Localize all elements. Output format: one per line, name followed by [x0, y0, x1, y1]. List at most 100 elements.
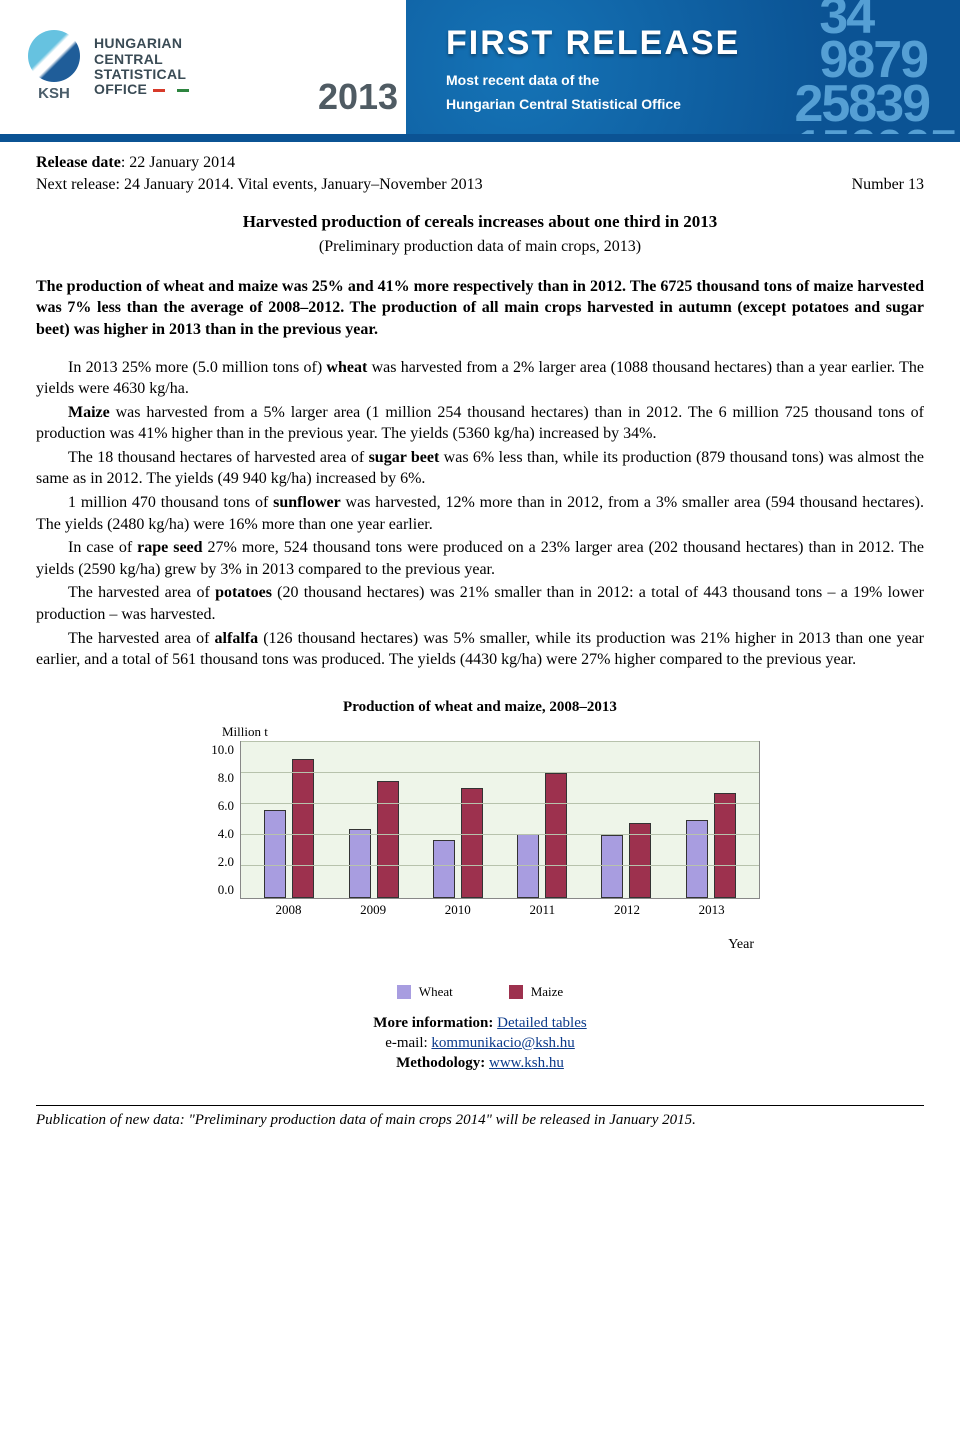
y-tick: 2.0	[200, 853, 234, 871]
p4-bold: sunflower	[273, 494, 341, 511]
email-row: e-mail: kommunikacio@ksh.hu	[36, 1033, 924, 1053]
y-tick: 6.0	[200, 797, 234, 815]
p3-bold: sugar beet	[369, 449, 440, 466]
y-tick: 0.0	[200, 881, 234, 899]
para-alfalfa: The harvested area of alfalfa (126 thous…	[36, 628, 924, 671]
chart-title: Production of wheat and maize, 2008–2013	[200, 697, 760, 717]
bar-group	[508, 742, 577, 898]
x-tick: 2008	[254, 901, 323, 919]
gridline	[241, 741, 759, 742]
para-potatoes: The harvested area of potatoes (20 thous…	[36, 582, 924, 625]
gridline	[241, 865, 759, 866]
chart-legend: Wheat Maize	[200, 979, 760, 1005]
bar-wheat	[349, 829, 371, 898]
bar-maize	[377, 781, 399, 898]
release-date-value: : 22 January 2014	[121, 154, 235, 171]
legend-label: Maize	[531, 983, 563, 1001]
x-tick: 2013	[677, 901, 746, 919]
doc-number: Number 13	[852, 174, 924, 196]
y-tick: 8.0	[200, 769, 234, 787]
bar-group	[676, 742, 745, 898]
content: Release date: 22 January 2014 Next relea…	[0, 142, 960, 1095]
banner-headline: FIRST RELEASE	[446, 21, 740, 67]
x-tick: 2010	[423, 901, 492, 919]
chart-year-label: Year	[200, 936, 760, 955]
bar-group	[339, 742, 408, 898]
office-name-l4-row: OFFICE	[94, 82, 189, 97]
bar-group	[592, 742, 661, 898]
legend-swatch-icon	[397, 985, 411, 999]
meta-row-2: Next release: 24 January 2014. Vital eve…	[36, 174, 924, 196]
hu-flag-icon	[153, 89, 189, 92]
office-name-l2: CENTRAL	[94, 52, 189, 67]
release-date: Release date: 22 January 2014	[36, 152, 235, 174]
method-link[interactable]: www.ksh.hu	[489, 1055, 564, 1071]
banner-titles: FIRST RELEASE Most recent data of the Hu…	[446, 21, 740, 114]
y-tick: 4.0	[200, 825, 234, 843]
decor-numbers: 34 9879 25839 156065	[794, 0, 956, 134]
bar-group	[255, 742, 324, 898]
bottom-note: Publication of new data: "Preliminary pr…	[36, 1105, 924, 1130]
p6a: The harvested area of	[68, 584, 215, 601]
bar-wheat	[686, 820, 708, 898]
para-rape-seed: In case of rape seed 27% more, 524 thous…	[36, 537, 924, 580]
banner-right: FIRST RELEASE Most recent data of the Hu…	[406, 0, 960, 134]
p1a: In 2013 25% more (5.0 million tons of)	[68, 359, 326, 376]
gridline	[241, 834, 759, 835]
office-name-l1: HUNGARIAN	[94, 36, 189, 51]
p5a: In case of	[68, 539, 137, 556]
detailed-tables-link[interactable]: Detailed tables	[497, 1015, 587, 1031]
legend-item: Wheat	[397, 983, 453, 1001]
email-link[interactable]: kommunikacio@ksh.hu	[431, 1035, 574, 1051]
ksh-logo: KSH	[28, 30, 80, 104]
legend-item: Maize	[509, 983, 563, 1001]
chart-y-axis: 0.0 2.0 4.0 6.0 8.0 10.0	[200, 741, 240, 899]
bar-maize	[714, 793, 736, 898]
legend-label: Wheat	[419, 983, 453, 1001]
p6-bold: potatoes	[215, 584, 272, 601]
lead-paragraph: The production of wheat and maize was 25…	[36, 276, 924, 341]
header-banner: KSH HUNGARIAN CENTRAL STATISTICAL OFFICE…	[0, 0, 960, 142]
doc-title: Harvested production of cereals increase…	[140, 211, 820, 234]
x-tick: 2012	[593, 901, 662, 919]
more-info-label: More information:	[373, 1015, 493, 1031]
gridline	[241, 803, 759, 804]
y-tick: 10.0	[200, 741, 234, 759]
para-maize: Maize was harvested from a 5% larger are…	[36, 402, 924, 445]
info-links: More information: Detailed tables e-mail…	[36, 1013, 924, 1074]
p2: was harvested from a 5% larger area (1 m…	[36, 404, 924, 443]
bar-wheat	[264, 810, 286, 897]
banner-left: KSH HUNGARIAN CENTRAL STATISTICAL OFFICE	[0, 0, 310, 134]
method-row: Methodology: www.ksh.hu	[36, 1053, 924, 1073]
para-wheat: In 2013 25% more (5.0 million tons of) w…	[36, 357, 924, 400]
banner-sub2: Hungarian Central Statistical Office	[446, 96, 740, 114]
p1-bold: wheat	[326, 359, 367, 376]
office-name-l3: STATISTICAL	[94, 67, 189, 82]
banner-year: 2013	[310, 0, 406, 134]
legend-swatch-icon	[509, 985, 523, 999]
more-info-row: More information: Detailed tables	[36, 1013, 924, 1033]
bar-group	[424, 742, 493, 898]
doc-subtitle: (Preliminary production data of main cro…	[36, 236, 924, 258]
chart-block: Production of wheat and maize, 2008–2013…	[200, 697, 760, 1005]
office-name-l4: OFFICE	[94, 82, 147, 97]
p3a: The 18 thousand hectares of harvested ar…	[68, 449, 369, 466]
para-sunflower: 1 million 470 thousand tons of sunflower…	[36, 492, 924, 535]
p7-bold: alfalfa	[215, 630, 259, 647]
ksh-logo-text: KSH	[38, 84, 70, 104]
chart-y-unit: Million t	[222, 723, 760, 741]
x-tick: 2011	[508, 901, 577, 919]
p7a: The harvested area of	[68, 630, 215, 647]
banner-sub1: Most recent data of the	[446, 72, 740, 90]
para-sugar-beet: The 18 thousand hectares of harvested ar…	[36, 447, 924, 490]
chart-area: 0.0 2.0 4.0 6.0 8.0 10.0	[200, 741, 760, 899]
method-label: Methodology:	[396, 1055, 485, 1071]
p2-bold: Maize	[68, 404, 110, 421]
bar-maize	[461, 788, 483, 897]
x-tick: 2009	[339, 901, 408, 919]
chart-plot	[240, 741, 760, 899]
release-date-label: Release date	[36, 154, 121, 171]
chart-x-axis: 2008 2009 2010 2011 2012 2013	[200, 899, 760, 919]
p4a: 1 million 470 thousand tons of	[68, 494, 273, 511]
gridline	[241, 772, 759, 773]
